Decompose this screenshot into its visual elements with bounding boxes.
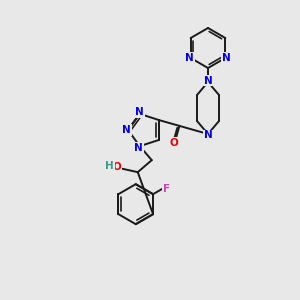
Text: H: H (105, 161, 114, 171)
Text: N: N (222, 53, 231, 63)
Text: N: N (204, 130, 212, 140)
Text: N: N (134, 143, 143, 153)
Text: N: N (122, 125, 131, 135)
Text: O: O (112, 162, 121, 172)
Text: N: N (204, 76, 212, 85)
Text: N: N (135, 107, 144, 117)
Text: F: F (163, 184, 170, 194)
Text: N: N (185, 53, 194, 63)
Text: O: O (170, 138, 178, 148)
